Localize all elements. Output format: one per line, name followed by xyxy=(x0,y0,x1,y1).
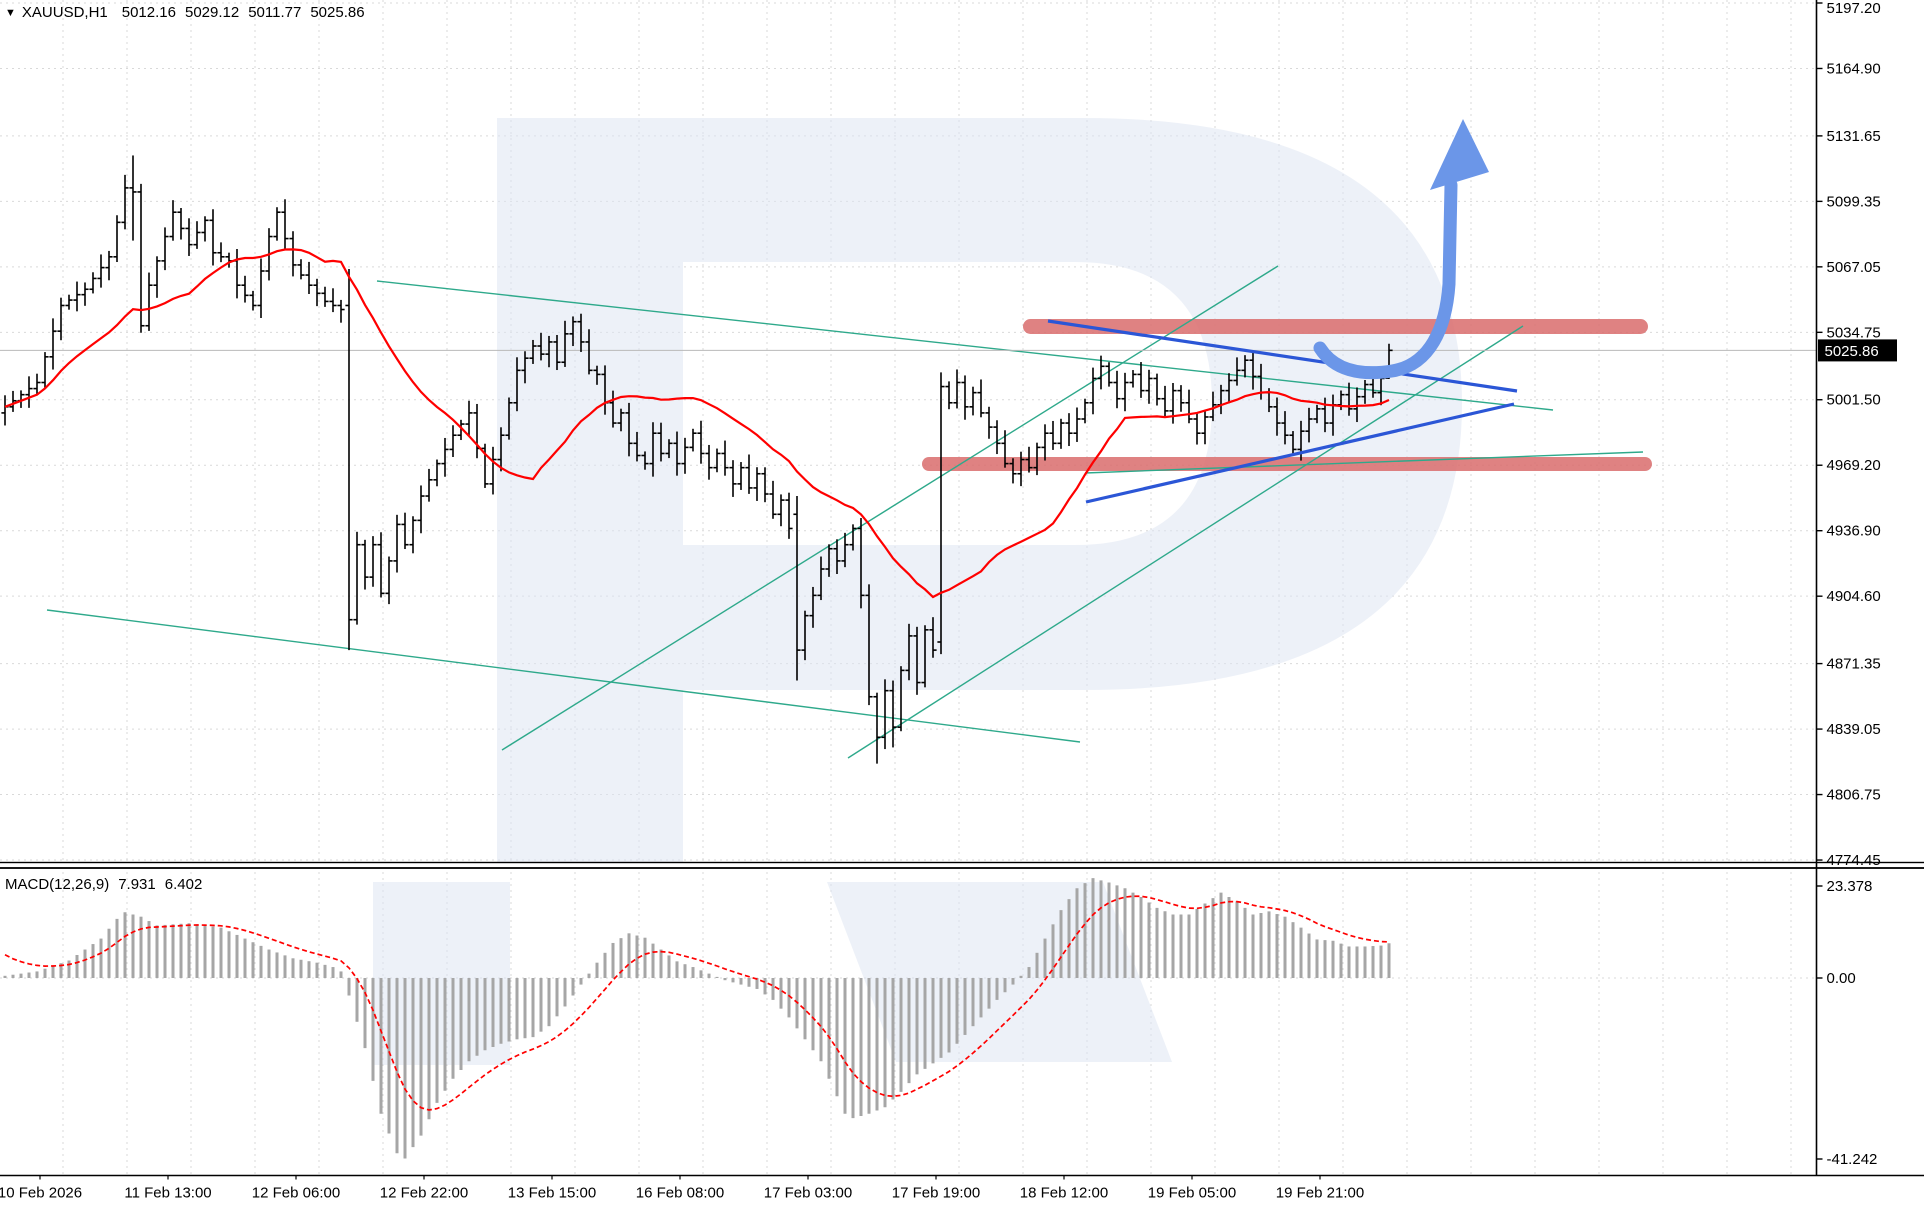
time-tick-label: 16 Feb 08:00 xyxy=(636,1185,724,1202)
time-tick-label: 12 Feb 22:00 xyxy=(380,1185,468,1202)
up-arrow[interactable] xyxy=(1313,119,1489,380)
price-tick-label: 4904.60 xyxy=(1827,588,1881,605)
price-tick-label: 5034.75 xyxy=(1827,324,1881,341)
time-tick-label: 19 Feb 05:00 xyxy=(1148,1185,1236,1202)
macd-panel[interactable] xyxy=(3,878,1391,1159)
chart-header: ▼ XAUUSD,H1 5012.16 5029.12 5011.77 5025.86 xyxy=(5,4,365,21)
macd-signal-value: 6.402 xyxy=(164,876,203,893)
price-tick-label: 5099.35 xyxy=(1827,193,1881,210)
teal-trendlines[interactable] xyxy=(46,265,1644,759)
time-tick-label: 11 Feb 13:00 xyxy=(124,1185,211,1202)
support-zone[interactable] xyxy=(922,457,1652,471)
current-price-value: 5025.86 xyxy=(1825,343,1879,360)
price-tick-label: 5164.90 xyxy=(1827,60,1881,77)
price-tick-label: 4806.75 xyxy=(1827,787,1881,804)
time-tick-label: 17 Feb 19:00 xyxy=(892,1185,980,1202)
sr-zones[interactable] xyxy=(922,319,1652,471)
macd-tick-label: 0.00 xyxy=(1827,970,1856,987)
ohlc-close: 5025.86 xyxy=(310,4,365,21)
macd-tick-label: 23.378 xyxy=(1827,878,1873,895)
price-tick-label: 5001.50 xyxy=(1827,392,1881,409)
up-arrow-head-icon xyxy=(1430,119,1489,190)
resistance-zone[interactable] xyxy=(1023,319,1648,334)
macd-axis[interactable]: 23.378 0.00 -41.242 xyxy=(1816,878,1878,1168)
blue-wedge-lines[interactable] xyxy=(1047,319,1518,504)
price-tick-label: 4871.35 xyxy=(1827,656,1881,673)
time-tick-label: 19 Feb 21:00 xyxy=(1276,1185,1364,1202)
time-tick-label: 12 Feb 06:00 xyxy=(252,1185,340,1202)
moving-average-line xyxy=(4,248,1390,599)
macd-indicator-label: MACD(12,26,9) 7.931 6.402 xyxy=(5,876,202,893)
symbol-timeframe-label: XAUUSD,H1 xyxy=(21,4,108,21)
up-arrow-shaft[interactable] xyxy=(1313,178,1458,380)
price-tick-label: 4839.05 xyxy=(1827,721,1881,738)
ohlc-open: 5012.16 xyxy=(121,4,176,21)
time-axis[interactable]: 10 Feb 2026 11 Feb 13:00 12 Feb 06:00 12 Fe… xyxy=(0,1175,1364,1202)
price-tick-label: 5131.65 xyxy=(1827,128,1881,145)
trendline-ascending-upper[interactable] xyxy=(501,265,1279,751)
price-tick-label: 4774.45 xyxy=(1827,852,1881,869)
macd-tick-label: -41.242 xyxy=(1827,1151,1878,1168)
price-tick-label: 5197.20 xyxy=(1827,0,1881,17)
ohlc-high: 5029.12 xyxy=(184,4,240,21)
time-tick-label: 13 Feb 15:00 xyxy=(508,1185,596,1202)
symbol-dropdown-icon[interactable]: ▼ xyxy=(5,7,16,19)
trendline-ascending-lower[interactable] xyxy=(847,325,1524,759)
price-axis[interactable]: 5197.20 5164.90 5131.65 5099.35 5067.05 5034.… xyxy=(1816,0,1898,869)
watermark xyxy=(373,118,1462,1065)
wedge-resistance-line[interactable] xyxy=(1047,319,1518,393)
price-tick-label: 5067.05 xyxy=(1827,259,1881,276)
macd-name: MACD(12,26,9) xyxy=(5,876,110,893)
price-tick-label: 4969.20 xyxy=(1827,457,1881,474)
macd-main-value: 7.931 xyxy=(118,876,156,893)
ohlc-low: 5011.77 xyxy=(248,4,302,21)
time-tick-label: 17 Feb 03:00 xyxy=(764,1185,852,1202)
price-tick-label: 4936.90 xyxy=(1827,523,1881,540)
time-tick-label: 18 Feb 12:00 xyxy=(1020,1185,1108,1202)
time-tick-label: 10 Feb 2026 xyxy=(0,1185,82,1202)
trendline-flat-segment[interactable] xyxy=(1084,451,1644,474)
current-price-tag xyxy=(1818,339,1897,362)
grid xyxy=(0,0,1817,1176)
wedge-support-line[interactable] xyxy=(1085,402,1515,504)
